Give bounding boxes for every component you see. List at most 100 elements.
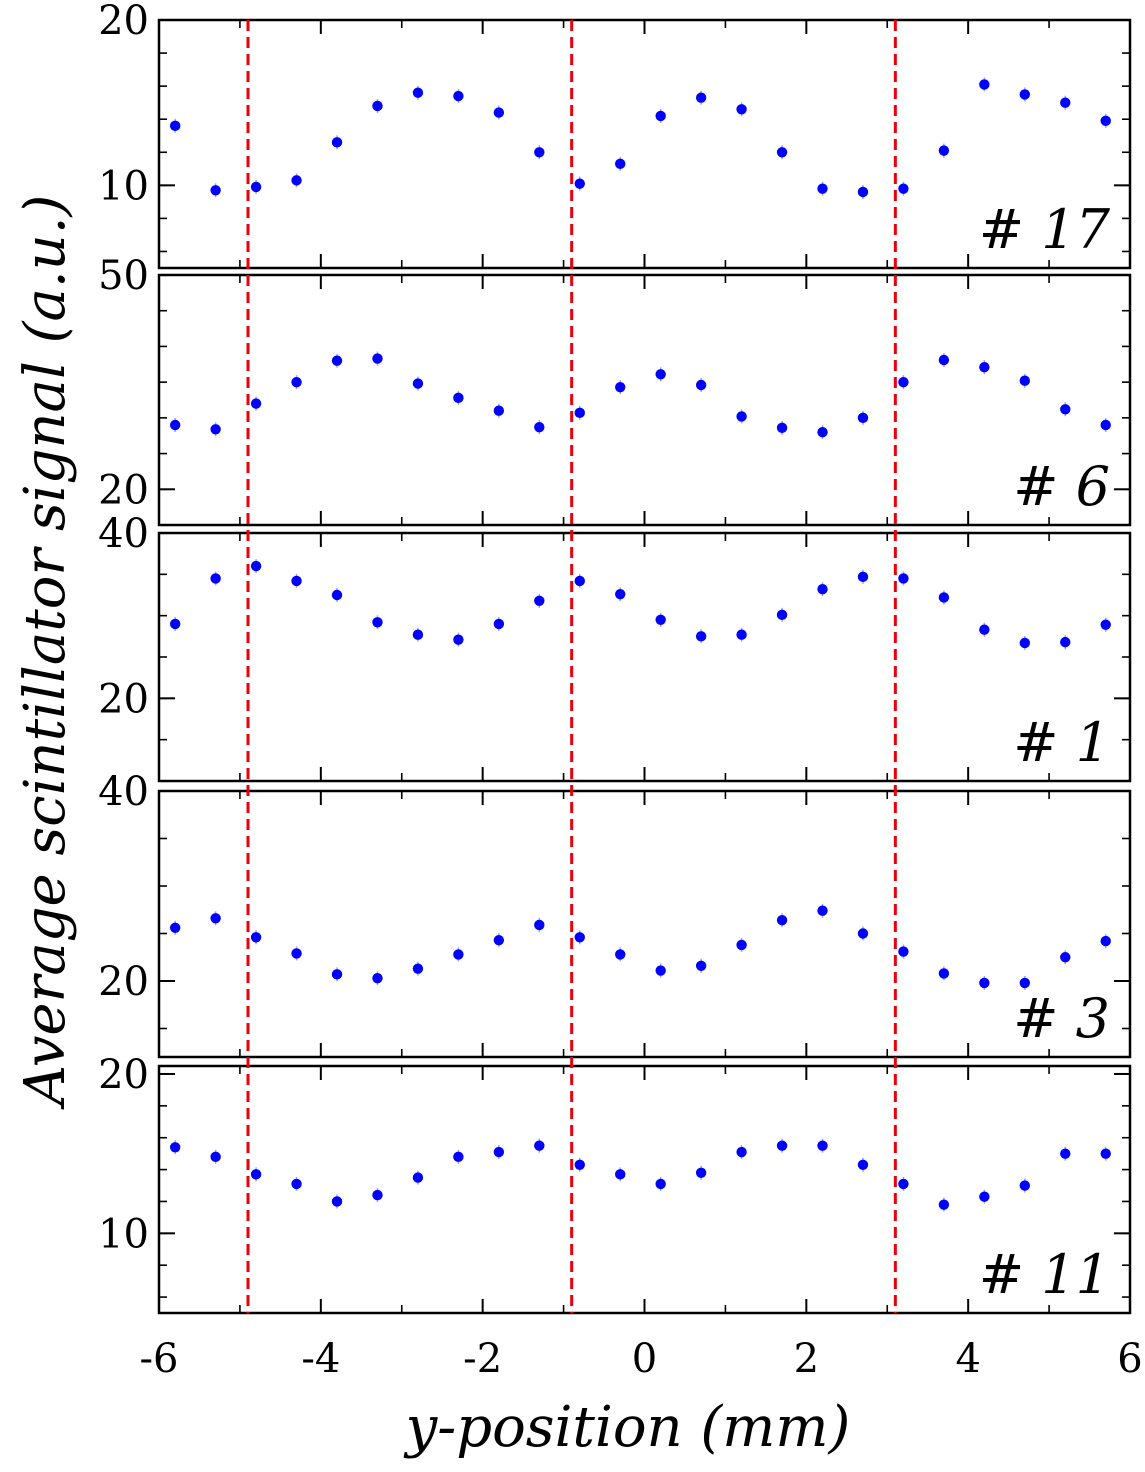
x-tick-label: -6 (140, 1336, 179, 1382)
panel-frame (157, 789, 1132, 1059)
panel-frame (157, 531, 1132, 783)
x-axis-title: y-position (mm) (403, 1395, 851, 1460)
data-point (372, 353, 383, 364)
data-point (493, 1146, 505, 1158)
x-tick-label: 2 (794, 1336, 819, 1382)
data-point (534, 919, 545, 931)
data-point (1019, 375, 1031, 386)
data-point (169, 922, 181, 933)
data-point (1100, 419, 1111, 431)
y-tick-label: 20 (98, 1052, 149, 1098)
data-point (776, 609, 788, 621)
data-point (291, 575, 302, 587)
data-point (372, 100, 383, 112)
data-point (776, 147, 788, 158)
data-point (412, 629, 424, 640)
data-point (857, 1159, 869, 1171)
data-point (1060, 1148, 1071, 1159)
data-point (615, 588, 626, 600)
data-point (412, 963, 424, 974)
data-point (1100, 935, 1111, 947)
data-point (1060, 97, 1071, 108)
data-point (210, 185, 221, 196)
data-point (169, 419, 181, 431)
data-point (574, 178, 585, 189)
y-tick-label: 10 (98, 1211, 149, 1257)
data-point (412, 378, 424, 389)
data-point (776, 915, 788, 926)
panel-label: # 1 (1013, 711, 1110, 774)
panel-5: 10 20 # 11 (98, 1052, 1132, 1315)
data-point (169, 618, 181, 630)
data-point (817, 183, 828, 194)
x-tick-label: 0 (632, 1336, 657, 1382)
data-point (817, 1140, 828, 1151)
data-point (210, 424, 221, 435)
data-point (493, 107, 505, 118)
data-point (817, 905, 828, 916)
data-point (372, 972, 383, 984)
y-tick-label: 20 (98, 676, 149, 722)
data-point (331, 355, 343, 366)
data-point (453, 634, 464, 645)
data-point (615, 1169, 626, 1180)
x-axis: -6 -4 -2 0 2 4 6 (140, 1336, 1143, 1382)
data-point (695, 379, 707, 391)
data-point (736, 939, 747, 951)
data-point (898, 946, 909, 957)
data-point (412, 87, 424, 98)
data-point (979, 361, 990, 373)
data-point (250, 398, 262, 409)
data-point (1019, 977, 1031, 989)
data-point (291, 175, 302, 186)
data-point (331, 589, 343, 601)
data-point (453, 949, 464, 960)
data-point (898, 183, 909, 194)
data-point (250, 560, 262, 572)
data-point (534, 147, 545, 158)
data-point (655, 614, 666, 625)
data-point (695, 1167, 707, 1178)
data-point (1019, 89, 1031, 100)
data-point (898, 1178, 909, 1190)
data-point (655, 1178, 666, 1190)
data-point (655, 110, 666, 122)
panel-3: 20 40 # 1 (98, 511, 1132, 783)
data-point (615, 158, 626, 170)
data-point (331, 1196, 343, 1207)
data-point (574, 575, 585, 587)
data-point (1019, 637, 1031, 649)
data-point (250, 181, 262, 193)
data-point (291, 948, 302, 959)
data-point (938, 968, 950, 979)
panel-1: 10 20 # 17 (98, 0, 1132, 270)
data-point (1060, 404, 1071, 415)
data-point (615, 949, 626, 960)
data-point (534, 421, 545, 433)
x-tick-label: -4 (301, 1336, 340, 1382)
y-tick-label: 20 (98, 0, 149, 44)
panel-label: # 11 (979, 1243, 1110, 1306)
data-point (695, 631, 707, 642)
data-point (210, 913, 221, 924)
data-point (250, 1169, 262, 1180)
data-point (534, 1140, 545, 1151)
data-point (1060, 636, 1071, 648)
data-point (736, 411, 747, 422)
data-point (453, 90, 464, 102)
data-point (857, 412, 869, 424)
data-point (979, 79, 990, 90)
data-point (372, 617, 383, 628)
panel-label: # 3 (1013, 987, 1110, 1050)
data-point (453, 392, 464, 404)
data-point (1100, 115, 1111, 127)
data-point (210, 573, 221, 584)
y-tick-label: 40 (98, 769, 149, 815)
data-point (857, 186, 869, 198)
data-point (736, 104, 747, 115)
data-point (574, 932, 585, 943)
data-point (857, 571, 869, 583)
dashed-lines-layer (246, 20, 897, 1313)
